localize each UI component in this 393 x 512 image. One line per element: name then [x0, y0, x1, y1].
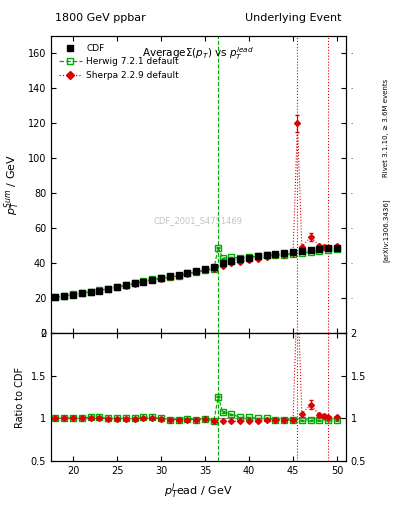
Y-axis label: $p_T^{Sum}$ / GeV: $p_T^{Sum}$ / GeV	[3, 154, 22, 215]
Text: Underlying Event: Underlying Event	[245, 13, 342, 23]
Text: Average$\Sigma(p_T)$ vs $p_T^{lead}$: Average$\Sigma(p_T)$ vs $p_T^{lead}$	[143, 45, 254, 61]
Text: Rivet 3.1.10, ≥ 3.6M events: Rivet 3.1.10, ≥ 3.6M events	[383, 79, 389, 177]
Y-axis label: Ratio to CDF: Ratio to CDF	[15, 367, 25, 428]
Legend: CDF, Herwig 7.2.1 default, Sherpa 2.2.9 default: CDF, Herwig 7.2.1 default, Sherpa 2.2.9 …	[55, 40, 183, 83]
Text: [arXiv:1306.3436]: [arXiv:1306.3436]	[382, 199, 389, 262]
Text: CDF_2001_S4751469: CDF_2001_S4751469	[154, 216, 243, 225]
X-axis label: $p_T^{l}$ead / GeV: $p_T^{l}$ead / GeV	[164, 481, 233, 501]
Text: 1800 GeV ppbar: 1800 GeV ppbar	[55, 13, 146, 23]
